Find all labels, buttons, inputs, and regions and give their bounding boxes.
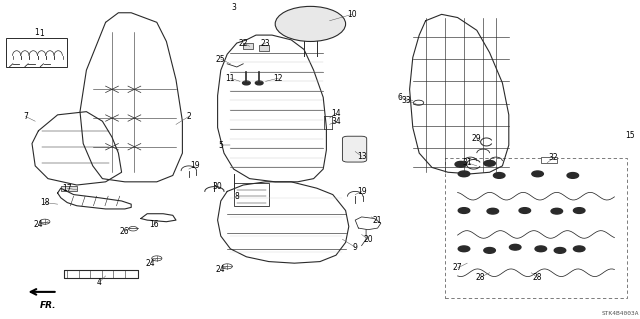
Circle shape — [243, 81, 250, 85]
Text: 19: 19 — [190, 161, 200, 170]
Circle shape — [493, 173, 505, 178]
Circle shape — [509, 244, 521, 250]
Circle shape — [532, 171, 543, 177]
Text: 2: 2 — [186, 112, 191, 121]
Bar — [541, 157, 557, 163]
Text: 9: 9 — [353, 243, 358, 252]
Text: 6: 6 — [397, 93, 403, 102]
Circle shape — [573, 246, 585, 252]
Text: 18: 18 — [40, 198, 49, 207]
Text: 23: 23 — [260, 39, 271, 48]
Text: 30: 30 — [212, 182, 223, 191]
Text: 20: 20 — [363, 235, 373, 244]
Bar — [6, 38, 67, 67]
Ellipse shape — [275, 6, 346, 41]
Text: 32: 32 — [548, 153, 559, 162]
Circle shape — [484, 160, 495, 166]
Text: 25: 25 — [216, 55, 226, 63]
Circle shape — [554, 248, 566, 253]
Text: 3: 3 — [231, 4, 236, 12]
Circle shape — [573, 208, 585, 213]
Text: 15: 15 — [625, 131, 636, 140]
Text: 12: 12 — [274, 74, 283, 83]
Text: 24: 24 — [33, 220, 44, 229]
Text: 17: 17 — [62, 184, 72, 193]
Circle shape — [484, 248, 495, 253]
Text: 24: 24 — [145, 259, 156, 268]
Text: 1: 1 — [35, 28, 39, 37]
Text: 1: 1 — [39, 29, 44, 38]
Text: 5: 5 — [218, 141, 223, 150]
Text: STK4B4003A: STK4B4003A — [601, 311, 639, 316]
Bar — [234, 183, 269, 206]
Text: 34: 34 — [331, 117, 341, 126]
Circle shape — [255, 81, 263, 85]
Text: 27: 27 — [452, 263, 463, 272]
Text: 14: 14 — [331, 109, 341, 118]
Bar — [243, 43, 253, 49]
Circle shape — [551, 208, 563, 214]
Circle shape — [455, 161, 467, 167]
Text: 10: 10 — [347, 10, 357, 19]
FancyBboxPatch shape — [342, 136, 367, 162]
Text: 28: 28 — [476, 273, 484, 282]
Bar — [61, 186, 77, 191]
Text: 31: 31 — [462, 158, 472, 167]
Text: 29: 29 — [472, 134, 482, 143]
Circle shape — [458, 171, 470, 177]
Text: 21: 21 — [373, 216, 382, 225]
Text: 24: 24 — [216, 265, 226, 274]
Circle shape — [535, 246, 547, 252]
Text: 8: 8 — [234, 192, 239, 201]
Text: 11: 11 — [226, 74, 235, 83]
Text: 22: 22 — [239, 39, 248, 48]
Text: 19: 19 — [356, 187, 367, 196]
Circle shape — [519, 208, 531, 213]
Text: 4: 4 — [97, 278, 102, 287]
Text: 7: 7 — [23, 112, 28, 121]
Circle shape — [458, 246, 470, 252]
Circle shape — [567, 173, 579, 178]
Text: 26: 26 — [120, 227, 130, 236]
Text: 16: 16 — [148, 220, 159, 229]
Text: 33: 33 — [401, 96, 412, 105]
Circle shape — [458, 208, 470, 213]
Circle shape — [487, 208, 499, 214]
Bar — [445, 158, 627, 298]
Text: 28: 28 — [533, 273, 542, 282]
Bar — [259, 45, 269, 51]
Text: 13: 13 — [356, 152, 367, 161]
Text: FR.: FR. — [40, 301, 56, 310]
